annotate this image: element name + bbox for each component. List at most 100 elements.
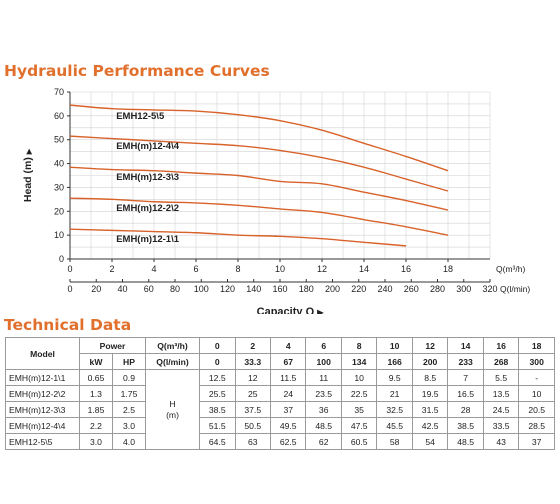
- head-value-cell: -: [518, 369, 555, 386]
- head-value-cell: 38.5: [199, 401, 236, 418]
- head-value-cell: 31.5: [411, 401, 449, 418]
- kw-cell: 2.2: [79, 417, 113, 434]
- head-value-cell: 48.5: [305, 417, 342, 434]
- head-value-cell: 19.5: [411, 385, 449, 402]
- head-value-cell: 10: [518, 385, 555, 402]
- head-value-cell: 25.5: [199, 385, 236, 402]
- x-tick-label-top: 16: [401, 264, 411, 274]
- table-row: EMH(m)12-3\3 1.85 2.5 38.5 37.5 37 36 35…: [5, 401, 555, 418]
- q-m3h-cell: 18: [518, 337, 555, 354]
- series-label-4: EMH(m)12-2\2: [116, 203, 179, 214]
- x-tick-label-top: 12: [317, 264, 327, 274]
- series-curve-2: [69, 135, 449, 192]
- head-value-cell: 63: [234, 433, 271, 450]
- x-tick-label-top: 6: [193, 264, 198, 274]
- kw-header: kW: [79, 353, 113, 370]
- head-label: H: [169, 398, 176, 409]
- x-tick-label-bottom: 280: [430, 284, 445, 294]
- x-tick-label-top: 2: [109, 264, 114, 274]
- table-header-row-2: kW HP Q(l/min) 0 33.3 67 100 134 166 200…: [6, 353, 555, 370]
- x-tick-label-top: 14: [359, 264, 369, 274]
- x-tick-label-bottom: 80: [170, 284, 180, 294]
- q-m3h-cell: 14: [447, 337, 484, 354]
- head-value-cell: 50.5: [234, 417, 271, 434]
- q-lmin-cell: 300: [518, 353, 555, 370]
- head-value-cell: 12.5: [199, 369, 236, 386]
- head-value-cell: 42.5: [411, 417, 449, 434]
- model-cell: EMH12-5\5: [5, 433, 80, 450]
- q-m3h-cell: 16: [482, 337, 520, 354]
- q-lmin-cell: 67: [269, 353, 307, 370]
- head-value-cell: 38.5: [447, 417, 484, 434]
- model-cell: EMH(m)12-3\3: [5, 401, 80, 418]
- x-tick-label-top: 10: [275, 264, 285, 274]
- head-value-cell: 32.5: [376, 401, 413, 418]
- performance-chart: 0 10 20 30 40 50 60 70 0 2 4 6 8 10 12 14 16 18 Q(m³/h) 0 20…: [22, 87, 530, 314]
- head-value-cell: 7: [447, 369, 484, 386]
- table-row: EMH12-5\5 3.0 4.0 64.5 63 62.5 62 60.5 5…: [5, 433, 555, 450]
- x-tick-label-bottom: 180: [299, 284, 314, 294]
- q-m3h-cell: 10: [376, 337, 413, 354]
- head-value-cell: 64.5: [199, 433, 236, 450]
- x-tick-label-bottom: 240: [377, 284, 392, 294]
- x-tick-label-bottom: 200: [325, 284, 340, 294]
- q-m3h-cell: 8: [340, 337, 378, 354]
- x-tick-label-bottom: 40: [117, 284, 127, 294]
- hp-cell: 3.0: [111, 417, 147, 434]
- q-m3h-cell: 2: [234, 337, 271, 354]
- model-cell: EMH(m)12-2\2: [5, 385, 80, 402]
- head-value-cell: 62: [305, 433, 342, 450]
- x-tick-label-top: 18: [443, 264, 453, 274]
- head-value-cell: 20.5: [518, 401, 555, 418]
- x-tick-label-bottom: 300: [456, 284, 471, 294]
- kw-cell: 0.65: [79, 369, 113, 386]
- model-cell: EMH(m)12-4\4: [5, 417, 80, 434]
- q-lmin-cell: 166: [376, 353, 413, 370]
- hp-cell: 0.9: [111, 369, 147, 386]
- series-curve-4: [69, 197, 449, 236]
- table-row: EMH(m)12-4\4 2.2 3.0 51.5 50.5 49.5 48.5…: [5, 417, 555, 434]
- head-value-cell: 23.5: [305, 385, 342, 402]
- series-curve-3: [69, 166, 449, 211]
- hp-cell: 2.5: [111, 401, 147, 418]
- head-value-cell: 28: [447, 401, 484, 418]
- head-value-cell: 11: [305, 369, 342, 386]
- head-value-cell: 5.5: [482, 369, 520, 386]
- q-lmin-cell: 233: [447, 353, 484, 370]
- hp-cell: 4.0: [111, 433, 147, 450]
- head-value-cell: 51.5: [199, 417, 236, 434]
- head-value-cell: 25: [234, 385, 271, 402]
- head-value-cell: 45.5: [376, 417, 413, 434]
- q-m3h-cell: 6: [305, 337, 342, 354]
- head-value-cell: 43: [482, 433, 520, 450]
- x-tick-label-bottom: 260: [404, 284, 419, 294]
- y-tick-label: 10: [54, 230, 64, 240]
- series-curve-5: [69, 228, 407, 247]
- x-tick-label-bottom: 100: [194, 284, 209, 294]
- y-tick-label: 50: [54, 135, 64, 145]
- head-label-cell: H (m): [145, 369, 201, 450]
- head-value-cell: 35: [340, 401, 378, 418]
- technical-data-title: Technical Data: [4, 316, 132, 334]
- head-value-cell: 58: [376, 433, 413, 450]
- technical-data-table-wrap: Model Power Q(m³/h) 0 2 4 6 8 10 12 14 1…: [5, 337, 555, 450]
- x-tick-label-bottom: 160: [272, 284, 287, 294]
- head-value-cell: 22.5: [340, 385, 378, 402]
- series-label-5: EMH(m)12-1\1: [116, 234, 180, 245]
- head-value-cell: 60.5: [340, 433, 378, 450]
- power-header: Power: [78, 337, 147, 354]
- table-row: EMH(m)12-2\2 1.3 1.75 25.5 25 24 23.5 22…: [5, 385, 555, 402]
- x-tick-label-top: 8: [235, 264, 240, 274]
- kw-cell: 3.0: [79, 433, 113, 450]
- head-value-cell: 24: [269, 385, 307, 402]
- head-unit: (m): [166, 409, 179, 420]
- y-tick-label: 70: [54, 87, 64, 97]
- head-value-cell: 48.5: [447, 433, 484, 450]
- y-tick-label: 0: [59, 254, 64, 264]
- q-m3h-cell: 12: [411, 337, 449, 354]
- series-label-1: EMH12-5\5: [116, 111, 165, 122]
- q-lmin-cell: 268: [482, 353, 520, 370]
- series-label-2: EMH(m)12-4\4: [116, 141, 180, 152]
- x-tick-label-top: 4: [151, 264, 156, 274]
- kw-cell: 1.85: [79, 401, 113, 418]
